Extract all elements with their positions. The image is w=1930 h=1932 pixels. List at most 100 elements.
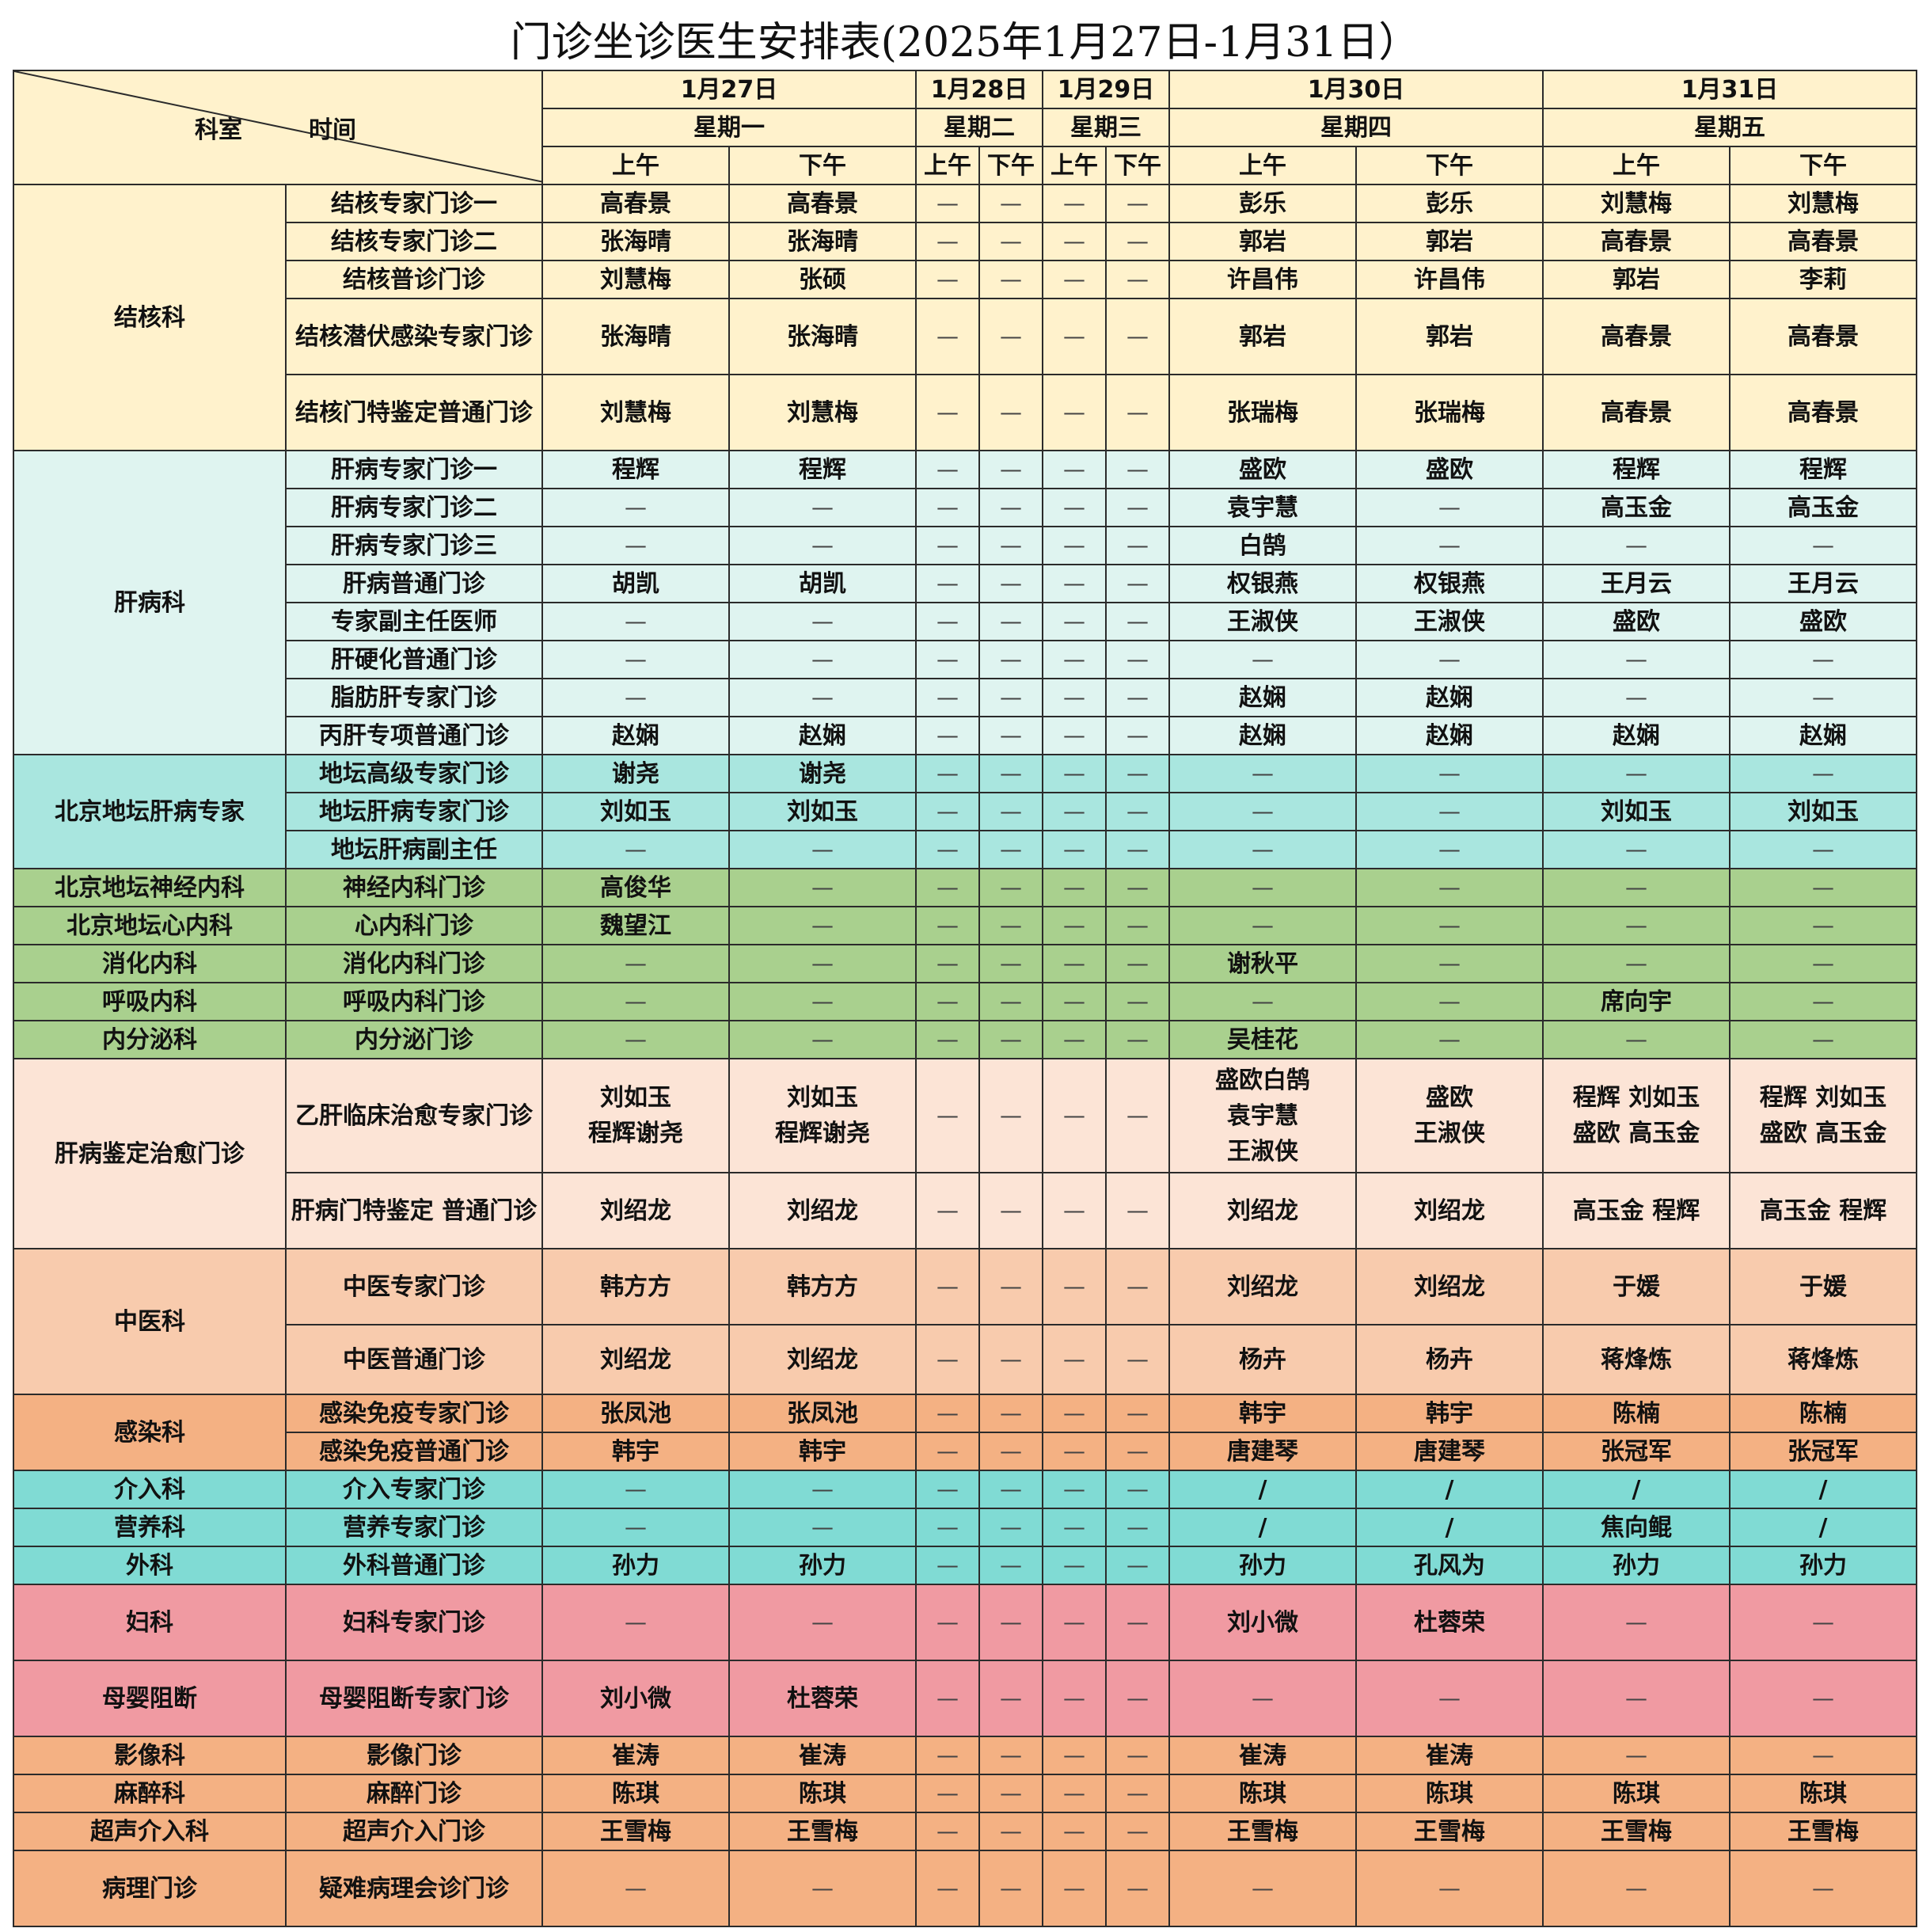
- doctor-cell: —: [978, 222, 1043, 261]
- table-row: 超声介入科 超声介入门诊 王雪梅 王雪梅 — — — — 王雪梅 王雪梅 王雪梅 王雪梅: [13, 1812, 1917, 1851]
- doctor-cell: —: [1042, 868, 1107, 907]
- doctor-cell: —: [915, 564, 980, 603]
- doctor-cell: 张凤池: [728, 1394, 917, 1433]
- doctor-cell: 王月云: [1729, 564, 1917, 603]
- half-day-pm: 下午: [978, 146, 1043, 185]
- doctor-cell: —: [1542, 640, 1731, 679]
- date-mon: 1月27日: [541, 70, 917, 109]
- doctor-cell: —: [1729, 1660, 1917, 1737]
- doctor-cell: —: [915, 450, 980, 489]
- doctor-cell: —: [1042, 298, 1107, 375]
- doctor-cell: —: [978, 1432, 1043, 1471]
- doctor-cell: 刘如玉: [1729, 792, 1917, 831]
- doctor-cell: —: [915, 1470, 980, 1509]
- doctor-cell: —: [915, 374, 980, 451]
- doctor-cell: 于媛: [1542, 1248, 1731, 1325]
- doctor-cell: —: [1105, 1248, 1170, 1325]
- doctor-cell: 刘绍龙: [1168, 1248, 1357, 1325]
- doctor-cell: 陈琪: [1355, 1774, 1544, 1813]
- doctor-cell: 高玉金: [1542, 488, 1731, 527]
- doctor-cell: —: [915, 298, 980, 375]
- clinic-name: 地坛高级专家门诊: [285, 754, 543, 793]
- doctor-cell: —: [1355, 754, 1544, 793]
- doctor-cell: —: [1542, 526, 1731, 565]
- doctor-cell: —: [915, 222, 980, 261]
- doctor-cell: —: [728, 602, 917, 641]
- doctor-cell: 张海晴: [541, 222, 730, 261]
- doctor-cell: —: [978, 184, 1043, 223]
- doctor-cell: —: [1355, 1020, 1544, 1059]
- doctor-cell: 张凤池: [541, 1394, 730, 1433]
- table-row: 中医科 中医专家门诊 韩方方 韩方方 — — — — 刘绍龙 刘绍龙 于媛 于媛: [13, 1248, 1917, 1395]
- doctor-cell: —: [1042, 260, 1107, 299]
- doctor-cell: 崔涛: [1355, 1736, 1544, 1775]
- doctor-cell: —: [1105, 1774, 1170, 1813]
- doctor-cell: 许昌伟: [1355, 260, 1544, 299]
- doctor-cell: —: [728, 488, 917, 527]
- clinic-name: 营养专家门诊: [285, 1508, 543, 1547]
- doctor-cell: —: [1042, 754, 1107, 793]
- dept-group: 呼吸内科 呼吸内科门诊 — — — — — — — — 席向宇 —: [13, 982, 1917, 1021]
- doctor-cell: —: [1729, 982, 1917, 1021]
- doctor-cell: —: [1542, 944, 1731, 983]
- dept-name: 介入科: [13, 1470, 287, 1509]
- doctor-cell: 韩方方: [541, 1248, 730, 1325]
- doctor-cell: 刘慧梅: [541, 260, 730, 299]
- dept-group: 北京地坛肝病专家 地坛高级专家门诊 谢尧 谢尧 — — — — — — — — 地坛肝病专家门诊 刘如玉刘…: [13, 754, 1917, 869]
- doctor-cell: —: [915, 1058, 980, 1173]
- doctor-cell: 刘绍龙: [728, 1324, 917, 1395]
- doctor-cell: 刘绍龙: [1355, 1172, 1544, 1249]
- doctor-cell: 张海晴: [728, 298, 917, 375]
- doctor-cell: —: [1105, 1020, 1170, 1059]
- table-row: 结核普诊门诊 刘慧梅 张硕 — — — — 许昌伟 许昌伟 郭岩 李莉: [13, 260, 1917, 299]
- doctor-cell: 于媛: [1729, 1248, 1917, 1325]
- table-row: 结核潜伏感染专家门诊 张海晴 张海晴 — — — — 郭岩 郭岩 高春景 高春景: [13, 298, 1917, 375]
- doctor-cell: —: [978, 906, 1043, 945]
- doctor-cell: —: [915, 526, 980, 565]
- doctor-cell: 陈楠: [1729, 1394, 1917, 1433]
- doctor-cell: —: [978, 792, 1043, 831]
- doctor-cell: 程辉: [1542, 450, 1731, 489]
- doctor-cell: 刘如玉: [1542, 792, 1731, 831]
- doctor-cell: 刘绍龙: [728, 1172, 917, 1249]
- doctor-cell: —: [915, 906, 980, 945]
- weekday-fri: 星期五: [1542, 108, 1917, 147]
- table-row: 影像科 影像门诊 崔涛 崔涛 — — — — 崔涛 崔涛 — —: [13, 1736, 1917, 1775]
- doctor-cell: —: [1168, 982, 1357, 1021]
- doctor-cell: —: [978, 1812, 1043, 1851]
- doctor-cell: —: [1042, 602, 1107, 641]
- clinic-name: 乙肝临床治愈专家门诊: [285, 1058, 543, 1173]
- doctor-cell: 权银燕: [1168, 564, 1357, 603]
- doctor-cell: —: [1042, 1508, 1107, 1547]
- table-row: 介入科 介入专家门诊 — — — — — — / / / /: [13, 1470, 1917, 1509]
- doctor-cell: —: [1042, 906, 1107, 945]
- clinic-name: 肝病专家门诊一: [285, 450, 543, 489]
- doctor-cell: —: [978, 1058, 1043, 1173]
- half-day-am: 上午: [915, 146, 980, 185]
- doctor-cell: —: [1105, 792, 1170, 831]
- doctor-cell: —: [1105, 222, 1170, 261]
- doctor-cell: 孔风为: [1355, 1546, 1544, 1585]
- date-thu: 1月30日: [1168, 70, 1544, 109]
- doctor-cell: —: [915, 640, 980, 679]
- doctor-cell: 盛欧: [1168, 450, 1357, 489]
- table-row: 肝病普通门诊 胡凯 胡凯 — — — — 权银燕 权银燕 王月云 王月云: [13, 564, 1917, 603]
- clinic-name: 肝病门特鉴定 普通门诊: [285, 1172, 543, 1249]
- doctor-cell: —: [978, 602, 1043, 641]
- doctor-cell: —: [1105, 526, 1170, 565]
- doctor-cell: 高俊华: [541, 868, 730, 907]
- doctor-cell: 孙力: [1542, 1546, 1731, 1585]
- doctor-cell: —: [978, 526, 1043, 565]
- doctor-cell: —: [978, 1172, 1043, 1249]
- doctor-cell: —: [1729, 640, 1917, 679]
- doctor-cell: —: [1105, 488, 1170, 527]
- doctor-cell: —: [915, 792, 980, 831]
- table-row: 北京地坛神经内科 神经内科门诊 高俊华 — — — — — — — — —: [13, 868, 1917, 907]
- weekday-tue: 星期二: [915, 108, 1043, 147]
- clinic-name: 肝病专家门诊二: [285, 488, 543, 527]
- doctor-cell: 程辉 刘如玉 盛欧 高玉金: [1729, 1058, 1917, 1173]
- dept-name: 病理门诊: [13, 1850, 287, 1927]
- doctor-cell: 赵娴: [1355, 678, 1544, 717]
- clinic-name: 母婴阻断专家门诊: [285, 1660, 543, 1737]
- doctor-cell: —: [1542, 906, 1731, 945]
